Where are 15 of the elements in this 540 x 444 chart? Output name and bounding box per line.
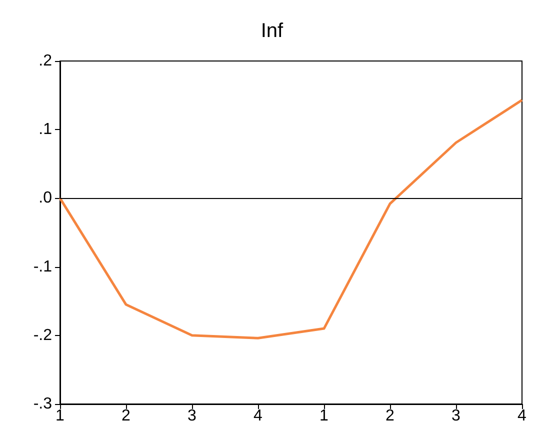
y-tick-label: -.3 [33, 396, 52, 412]
x-tick-label: 2 [386, 408, 395, 424]
y-tick-label: .2 [38, 52, 52, 70]
y-tick-label: .0 [38, 190, 52, 207]
x-tick-label: 4 [518, 408, 527, 424]
y-tick-label: .1 [38, 121, 52, 138]
y-tick-label: -.2 [33, 326, 52, 344]
x-tick-label: 1 [56, 408, 65, 424]
x-tick-label: 1 [320, 408, 329, 424]
x-tick-label: 2 [122, 408, 131, 424]
x-tick-label: 3 [188, 408, 197, 424]
x-tick-label: 3 [452, 408, 461, 424]
chart-title: Inf [260, 20, 284, 42]
x-tick-label: 4 [254, 408, 263, 424]
y-tick-label: -.1 [33, 258, 52, 276]
